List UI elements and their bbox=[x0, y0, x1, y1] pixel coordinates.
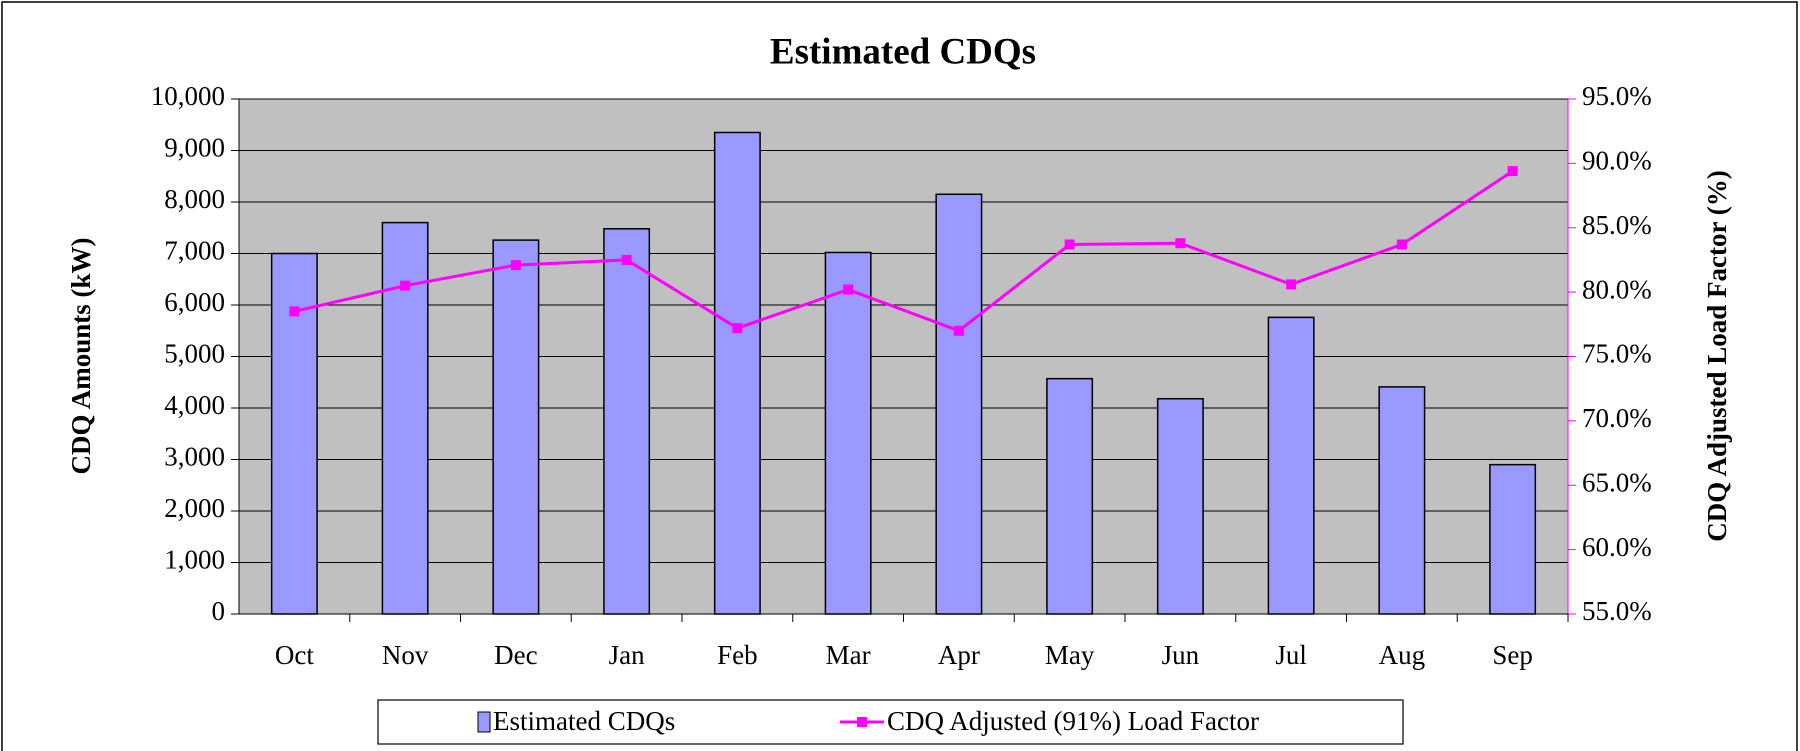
legend-label: CDQ Adjusted (91%) Load Factor bbox=[887, 706, 1259, 736]
y-tick-label: 2,000 bbox=[164, 493, 225, 523]
bar bbox=[935, 193, 983, 615]
x-tick-label: Jun bbox=[1162, 640, 1200, 670]
legend-swatch bbox=[477, 711, 491, 733]
line-marker bbox=[1286, 279, 1297, 290]
x-tick-label: Jul bbox=[1275, 640, 1307, 670]
y2-tick-label: 80.0% bbox=[1582, 274, 1652, 304]
x-tick-label: Dec bbox=[494, 640, 537, 670]
line-marker bbox=[1064, 239, 1075, 250]
x-tick-label: Feb bbox=[717, 640, 758, 670]
x-tick-label: Jan bbox=[609, 640, 645, 670]
line-marker bbox=[843, 284, 854, 295]
bar bbox=[492, 239, 540, 615]
legend-swatch bbox=[857, 717, 867, 727]
y-tick-label: 0 bbox=[212, 596, 226, 626]
y2-axis-label: CDQ Adjusted Load Factor (%) bbox=[1702, 170, 1732, 542]
y-tick-label: 4,000 bbox=[164, 390, 225, 420]
y-tick-label: 9,000 bbox=[164, 133, 225, 163]
y2-tick-label: 95.0% bbox=[1582, 81, 1652, 111]
bar bbox=[603, 228, 651, 615]
x-tick-label: Nov bbox=[382, 640, 429, 670]
bar bbox=[1267, 316, 1315, 615]
y-tick-label: 8,000 bbox=[164, 184, 225, 214]
legend-box bbox=[377, 699, 1404, 745]
y-tick-label: 5,000 bbox=[164, 339, 225, 369]
line bbox=[294, 169, 1514, 333]
y-tick-label: 10,000 bbox=[151, 81, 225, 111]
x-tick-label: Mar bbox=[826, 640, 871, 670]
y2-tick-label: 55.0% bbox=[1582, 596, 1652, 626]
bar bbox=[713, 131, 761, 615]
y2-tick-label: 60.0% bbox=[1582, 532, 1652, 562]
line-marker bbox=[510, 260, 521, 271]
y2-tick-label: 85.0% bbox=[1582, 210, 1652, 240]
x-tick-label: May bbox=[1045, 640, 1095, 670]
x-tick-label: Aug bbox=[1379, 640, 1426, 670]
y2-tick-label: 75.0% bbox=[1582, 339, 1652, 369]
y-axis-label: CDQ Amounts (kW) bbox=[66, 237, 96, 474]
line-marker bbox=[1175, 238, 1186, 249]
line-marker bbox=[621, 254, 632, 265]
bar bbox=[1046, 377, 1094, 615]
bar bbox=[1378, 386, 1426, 615]
y-tick-label: 3,000 bbox=[164, 442, 225, 472]
line-marker bbox=[400, 280, 411, 291]
y-tick-label: 6,000 bbox=[164, 287, 225, 317]
bar bbox=[1489, 463, 1537, 615]
chart-title: Estimated CDQs bbox=[770, 31, 1036, 72]
x-tick-label: Oct bbox=[275, 640, 314, 670]
bar bbox=[1156, 397, 1204, 615]
x-tick-label: Sep bbox=[1492, 640, 1533, 670]
x-tick-label: Apr bbox=[938, 640, 980, 670]
bar bbox=[824, 251, 872, 615]
line-marker bbox=[1507, 166, 1518, 177]
line-marker bbox=[953, 325, 964, 336]
y2-tick-label: 90.0% bbox=[1582, 146, 1652, 176]
legend-label: Estimated CDQs bbox=[493, 706, 675, 736]
line-marker bbox=[732, 323, 743, 334]
line-marker bbox=[1396, 239, 1407, 250]
line-marker bbox=[289, 306, 300, 317]
y2-tick-label: 65.0% bbox=[1582, 467, 1652, 497]
y-tick-label: 7,000 bbox=[164, 236, 225, 266]
y-tick-label: 1,000 bbox=[164, 545, 225, 575]
y2-tick-label: 70.0% bbox=[1582, 403, 1652, 433]
